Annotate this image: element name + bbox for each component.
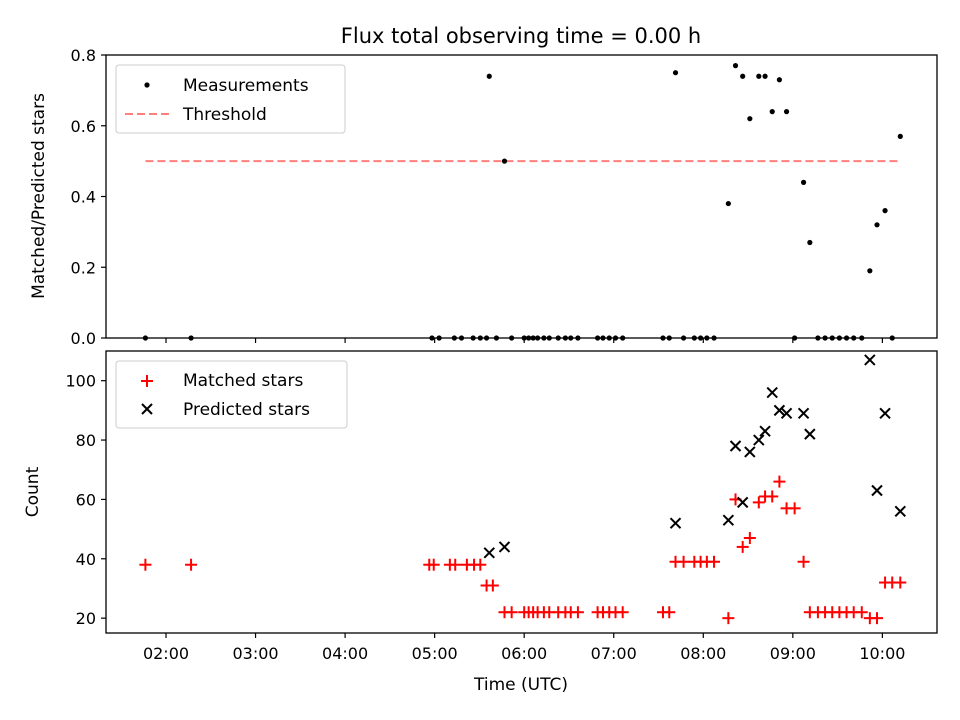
predicted-star-point [797,407,810,420]
measurement-point [747,116,753,122]
predicted-star-point [864,354,876,366]
matched-star-point [736,540,749,553]
bottom-y-axis-label: Count [23,466,43,517]
measurement-point [762,73,768,79]
matched-star-point [677,555,690,568]
matched-star-point [766,490,779,503]
xtick-label: 08:00 [680,644,726,663]
bottom-axes-frame [105,350,938,634]
matched-star-point [571,606,584,619]
matched-star-point [505,606,518,619]
predicted-star-point [773,404,786,417]
measurement-point [732,63,739,69]
measurement-point [725,200,731,207]
matched-star-point [139,558,152,571]
matched-star-point [722,612,735,625]
legend-measurements-marker [144,82,150,88]
predicted-star-point [759,425,771,437]
matched-star-point [449,558,462,571]
legend-matched-label: Matched stars [183,371,303,391]
bottom-ytick-label: 80 [76,431,96,450]
matched-star-point [185,558,198,571]
matched-star-point [788,502,801,515]
matched-star-point [427,558,440,571]
legend-predicted-label: Predicted stars [183,400,310,420]
measurement-point [783,109,790,115]
predicted-star-point [804,428,816,440]
xtick-label: 09:00 [770,644,816,663]
xtick-label: 03:00 [232,644,278,663]
legend-measurements-label: Measurements [183,76,309,96]
predicted-star-point [894,505,906,518]
measurement-point [800,179,807,185]
matched-star-point [663,606,676,619]
top-ytick-label: 0.6 [71,117,96,136]
matched-star-point [616,606,629,619]
predicted-star-point [669,517,682,529]
matched-star-point [871,612,884,625]
matched-star-point [773,475,786,488]
predicted-star-point [753,434,765,446]
matched-star-point [708,555,721,568]
predicted-star-point [780,407,793,420]
matched-star-point [894,576,907,589]
top-ytick-label: 0.4 [71,188,96,207]
chart-title: Flux total observing time = 0.00 h [341,24,701,48]
legend-threshold-label: Threshold [182,105,267,125]
matched-star-point [855,606,868,619]
xtick-label: 07:00 [591,644,637,663]
top-ytick-label: 0.2 [71,258,96,277]
top-legend-box [115,64,346,134]
legend-predicted-marker [141,403,153,415]
matched-star-point [797,555,810,568]
predicted-star-point [722,514,735,526]
measurement-point [874,222,880,228]
measurement-point [672,70,679,76]
bottom-panel: 20 40 60 80 100 02:00 03:00 04:00 05:00 06:00 07:… [23,350,938,695]
bottom-ytick-label: 100 [65,372,96,391]
matched-star-point [474,558,487,571]
measurement-point [756,73,762,79]
bottom-ytick-label: 60 [76,490,96,509]
measurement-point [769,109,775,115]
predicted-star-point [766,386,778,399]
measurement-point [486,73,492,79]
predicted-star-point [744,446,756,458]
measurement-point [882,208,888,214]
x-axis-label: Time (UTC) [473,675,568,695]
top-y-axis-label: Matched/Predicted stars [29,93,49,299]
xtick-label: 02:00 [143,644,189,663]
measurement-point [776,77,782,83]
top-ytick-label: 0.8 [71,46,96,65]
predicted-star-point [498,541,511,553]
predicted-star-point [736,496,749,509]
measurement-point [501,158,508,164]
measurement-point [807,239,813,246]
legend-matched-marker [141,375,153,387]
xtick-label: 04:00 [322,644,368,663]
xtick-label: 10:00 [859,644,905,663]
measurement-point [740,73,746,79]
bottom-legend: Matched stars Predicted stars [115,360,348,429]
matched-star-point [486,579,499,592]
top-panel: 0.00.20.40.60.8 Matched/Predicted stars … [29,46,938,348]
top-legend: Measurements Threshold [115,64,346,134]
measurement-point [897,133,903,139]
matched-star-point [743,532,756,545]
xtick-label: 06:00 [501,644,547,663]
bottom-ytick-label: 20 [76,609,96,628]
predicted-star-point [879,407,891,420]
measurement-point [867,268,873,274]
predicted-star-point [871,484,883,497]
matched-star-point [752,496,765,509]
bottom-ytick-label: 40 [76,550,96,569]
top-ytick-label: 0.0 [71,329,96,348]
bottom-legend-box [115,360,348,429]
predicted-star-point [729,440,742,452]
predicted-star-point [483,547,495,559]
xtick-label: 05:00 [412,644,458,663]
